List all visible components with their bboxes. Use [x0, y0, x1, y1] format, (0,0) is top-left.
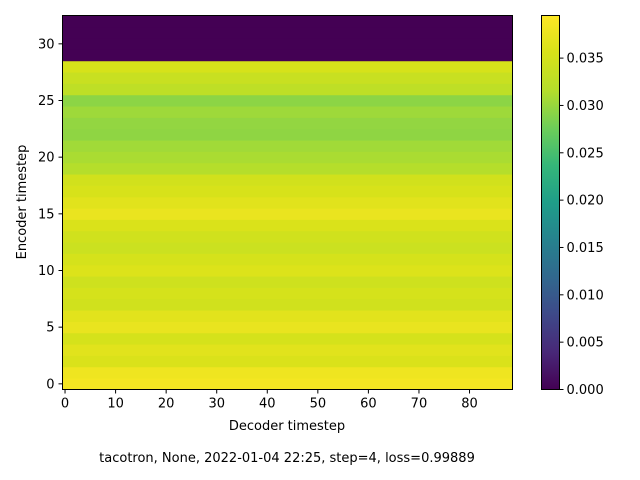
heatmap-row-13: [62, 230, 513, 243]
y-tick-label: 20: [38, 151, 55, 166]
heatmap-row-30: [62, 38, 513, 50]
heatmap-row-17: [62, 185, 513, 198]
heatmap-row-15: [62, 208, 513, 220]
x-axis-label: Decoder timestep: [229, 419, 345, 434]
heatmap-row-19: [62, 162, 513, 175]
heatmap-row-11: [62, 253, 513, 266]
heatmap-row-7: [62, 298, 513, 311]
heatmap-row-2: [62, 355, 513, 368]
heatmap-row-5: [62, 321, 513, 334]
heatmap-row-10: [62, 264, 513, 277]
heatmap-row-20: [62, 151, 513, 164]
colorbar-ticks: 0.000 0.005 0.010 0.015 0.020 0.025 0.030 0.035: [559, 52, 604, 398]
heatmap-row-24: [62, 106, 513, 118]
colorbar-tick-label: 0.010: [567, 288, 604, 303]
colorbar-tick-label: 0.030: [567, 99, 604, 114]
x-tick-label: 60: [360, 397, 377, 412]
heatmap-row-26: [62, 83, 513, 96]
colorbar: 0.000 0.005 0.010 0.015 0.020 0.025 0.030 0.035: [541, 15, 604, 398]
heatmap-row-28: [62, 60, 513, 73]
heatmap-plot: [62, 15, 513, 390]
colorbar-tick-label: 0.000: [567, 383, 604, 398]
heatmap-row-3: [62, 344, 513, 356]
y-tick-label: 30: [38, 37, 55, 52]
colorbar-tick-label: 0.015: [567, 241, 604, 256]
colorbar-tick-label: 0.020: [567, 194, 604, 209]
heatmap-row-8: [62, 287, 513, 300]
x-tick-label: 0: [61, 397, 69, 412]
x-tick-label: 70: [411, 397, 428, 412]
heatmap-row-22: [62, 128, 513, 141]
figure-caption: tacotron, None, 2022-01-04 22:25, step=4…: [99, 451, 475, 466]
x-tick-label: 50: [310, 397, 327, 412]
heatmap-row-14: [62, 219, 513, 232]
x-tick-label: 40: [259, 397, 276, 412]
heatmap-row-4: [62, 332, 513, 345]
y-axis-ticks: 0 5 10 15 20 25 30: [38, 37, 63, 392]
colorbar-tick-label: 0.025: [567, 146, 604, 161]
y-tick-label: 0: [46, 377, 54, 392]
heatmap-row-0: [62, 378, 513, 390]
heatmap-row-6: [62, 310, 513, 322]
heatmap-row-9: [62, 276, 513, 288]
heatmap-row-23: [62, 117, 513, 130]
x-tick-label: 30: [208, 397, 225, 412]
x-tick-label: 10: [107, 397, 124, 412]
heatmap-row-18: [62, 174, 513, 186]
heatmap-row-25: [62, 94, 513, 107]
colorbar-tick-label: 0.035: [567, 52, 604, 67]
y-tick-label: 10: [38, 264, 55, 279]
heatmap-row-21: [62, 140, 513, 152]
plot-frame: [62, 15, 513, 390]
colorbar-tick-label: 0.005: [567, 336, 604, 351]
heatmap-row-16: [62, 196, 513, 209]
heatmap-row-31: [62, 26, 513, 39]
x-tick-label: 80: [461, 397, 478, 412]
x-axis-ticks: 0 10 20 30 40 50 60 70 80: [61, 389, 478, 412]
heatmap-row-1: [62, 366, 513, 379]
y-tick-label: 25: [38, 94, 55, 109]
colorbar-gradient: [541, 15, 560, 390]
y-axis-label: Encoder timestep: [15, 145, 30, 260]
y-tick-label: 5: [46, 321, 54, 336]
x-tick-label: 20: [158, 397, 175, 412]
heatmap-row-12: [62, 242, 513, 254]
heatmap-cells: [62, 15, 513, 390]
y-tick-label: 15: [38, 207, 55, 222]
heatmap-row-29: [62, 49, 513, 62]
heatmap-row-32: [62, 15, 513, 28]
heatmap-row-27: [62, 72, 513, 84]
